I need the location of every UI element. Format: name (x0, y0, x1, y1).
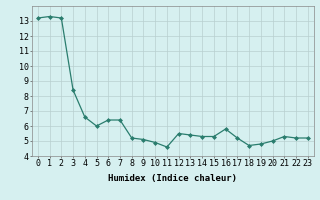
X-axis label: Humidex (Indice chaleur): Humidex (Indice chaleur) (108, 174, 237, 183)
